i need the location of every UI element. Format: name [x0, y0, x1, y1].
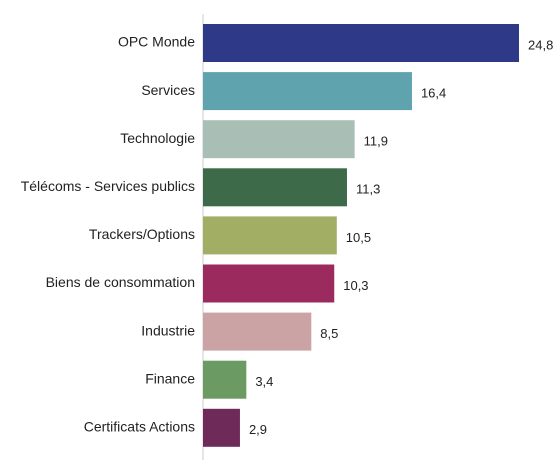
- value-label: 10,5: [346, 230, 371, 245]
- value-label: 24,8: [528, 37, 553, 52]
- category-label: Biens de consommation: [46, 274, 195, 290]
- category-label: Télécoms - Services publics: [21, 178, 195, 194]
- category-label: Services: [141, 82, 195, 98]
- value-label: 11,3: [356, 182, 380, 197]
- value-label: 16,4: [421, 86, 446, 101]
- value-label: 11,9: [364, 134, 388, 149]
- bar: [203, 120, 355, 159]
- bar: [203, 264, 335, 303]
- value-label: 10,3: [343, 278, 368, 293]
- category-label: OPC Monde: [118, 34, 195, 50]
- bar: [203, 24, 519, 62]
- value-label: 2,9: [249, 422, 267, 437]
- bar: [203, 168, 347, 207]
- category-label: Certificats Actions: [84, 419, 195, 435]
- category-label: Trackers/Options: [89, 226, 195, 242]
- bar: [203, 312, 312, 351]
- category-label: Technologie: [120, 130, 195, 146]
- category-label: Finance: [145, 370, 195, 386]
- bar: [203, 360, 247, 399]
- value-label: 8,5: [320, 326, 338, 341]
- bar: [203, 216, 337, 255]
- bar: [203, 408, 240, 447]
- bar: [203, 72, 412, 111]
- category-label: Industrie: [141, 322, 195, 338]
- value-label: 3,4: [255, 374, 273, 389]
